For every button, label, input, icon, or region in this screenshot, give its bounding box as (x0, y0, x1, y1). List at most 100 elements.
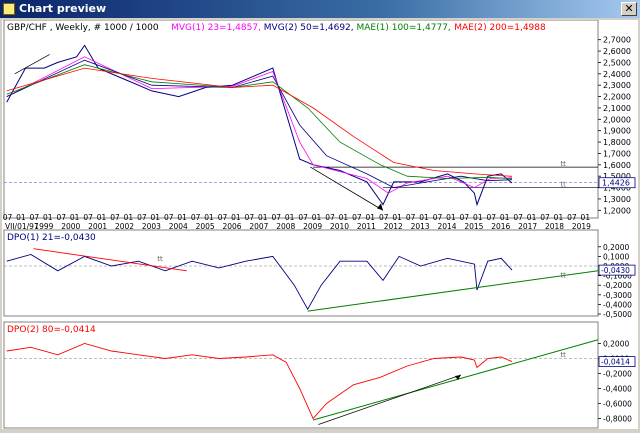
x-year-label: 2001 (88, 222, 107, 231)
x-year-label: 2006 (222, 222, 241, 231)
x-year-label: 2009 (303, 222, 322, 231)
dpo1-marker: tt (560, 272, 566, 280)
main-series-line (6, 64, 513, 180)
main-y-tick-label: 2,1000 (603, 104, 631, 113)
x-month-label: 07 (271, 213, 281, 222)
chart-area: GBP/CHF , Weekly, # 1000 / 1000 MVG(1) 23… (2, 19, 638, 429)
dpo2-header: DPO(2) 80=-0,0414 (7, 325, 96, 335)
main-plot-frame (3, 19, 599, 219)
main-price-label: 1,4426 (602, 179, 630, 188)
main-series-line (6, 67, 513, 177)
dpo2-y-tick-label: -0,6000 (603, 400, 632, 409)
main-trendline (14, 54, 50, 75)
main-series-line (6, 44, 513, 207)
x-month-label: 07 (460, 213, 470, 222)
x-month-label: 07 (567, 213, 577, 222)
dpo2-panel: DPO(2) 80=-0,04140,20000,0000-0,2000-0,4… (3, 321, 636, 429)
x-year-label: 2015 (464, 222, 483, 231)
x-year-label: 2003 (142, 222, 161, 231)
main-header-part: MVG(1) 23=1,4857, (171, 23, 261, 33)
main-y-tick-label: 2,5000 (603, 58, 631, 67)
main-y-tick-label: 1,7000 (603, 149, 631, 158)
main-y-tick-label: 1,6000 (603, 161, 631, 170)
dpo1-green-trendline (307, 270, 599, 312)
x-month-label: 07 (110, 213, 120, 222)
x-month-label: 07 (56, 213, 66, 222)
main-header-part: MAE(1) 100=1,4777, (357, 23, 451, 33)
x-month-label: 07 (540, 213, 550, 222)
x-month-label: 07 (245, 213, 255, 222)
x-month-label: 01 (204, 213, 214, 222)
x-month-label: 01 (419, 213, 429, 222)
dpo1-red-trendline (33, 248, 187, 272)
x-year-label: 2018 (545, 222, 564, 231)
x-month-label: 01 (366, 213, 376, 222)
chart-icon (3, 3, 15, 15)
dpo1-y-tick-label: -0,5000 (603, 310, 632, 319)
x-month-label: 07 (137, 213, 147, 222)
x-month-label: 01 (312, 213, 322, 222)
x-month-label: 07 (325, 213, 335, 222)
x-year-label: 2004 (169, 222, 188, 231)
x-month-label: 01 (70, 213, 80, 222)
main-series-line (6, 59, 513, 189)
close-icon[interactable]: ✕ (621, 2, 637, 16)
x-month-label: 01 (16, 213, 26, 222)
x-month-label: 01 (177, 213, 187, 222)
dpo1-series-line (6, 254, 513, 311)
dpo1-marker: tt (157, 255, 163, 263)
dpo2-y-tick-label: -0,2000 (603, 370, 632, 379)
x-year-label: 2007 (249, 222, 268, 231)
window-title: Chart preview (19, 2, 107, 15)
x-month-label: 01 (446, 213, 456, 222)
main-y-tick-label: 2,0000 (603, 115, 631, 124)
main-level-marker: tt (560, 181, 566, 189)
x-month-label: 07 (352, 213, 362, 222)
main-y-tick-label: 1,3000 (603, 195, 631, 204)
dpo1-y-tick-label: 0,1000 (603, 252, 629, 261)
x-month-label: 07 (191, 213, 201, 222)
x-year-label: 2013 (411, 222, 430, 231)
main-y-tick-label: 2,7000 (603, 36, 631, 45)
window-titlebar: Chart preview ✕ (0, 0, 640, 18)
dpo1-y-tick-label: 0,2000 (603, 243, 629, 252)
x-month-label: 01 (339, 213, 349, 222)
x-month-label: 01 (500, 213, 510, 222)
main-y-tick-label: 1,8000 (603, 138, 631, 147)
main-y-tick-label: 1,2000 (603, 206, 631, 215)
dpo2-marker: tt (560, 351, 566, 359)
x-month-label: 01 (285, 213, 295, 222)
x-month-label: 01 (527, 213, 537, 222)
chart-canvas: GBP/CHF , Weekly, # 1000 / 1000 MVG(1) 23… (3, 19, 636, 429)
dpo1-value-label: -0,0430 (601, 266, 630, 275)
x-month-label: 07 (3, 213, 13, 222)
x-year-label: 2016 (491, 222, 510, 231)
x-month-label: 01 (231, 213, 241, 222)
x-month-label: 01 (581, 213, 591, 222)
x-month-label: 01 (43, 213, 53, 222)
x-month-label: 07 (486, 213, 496, 222)
main-trendline-arrow (310, 166, 384, 211)
dpo1-y-tick-label: -0,4000 (603, 300, 632, 309)
dpo1-plot-frame (3, 229, 599, 317)
dpo2-y-tick-label: -0,4000 (603, 385, 632, 394)
dpo1-value-box (598, 264, 636, 276)
x-year-label: 2011 (357, 222, 376, 231)
x-year-label: 2014 (437, 222, 456, 231)
main-y-tick-label: 2,2000 (603, 93, 631, 102)
main-level-marker: tt (560, 160, 566, 168)
x-year-label: 2010 (330, 222, 349, 231)
x-month-label: 07 (433, 213, 443, 222)
x-year-label: 2000 (61, 222, 80, 231)
x-month-label: 07 (83, 213, 93, 222)
dpo1-y-tick-label: -0,1000 (603, 272, 632, 281)
x-year-label: 2005 (196, 222, 215, 231)
x-month-label: 07 (298, 213, 308, 222)
x-month-label: 01 (473, 213, 483, 222)
main-header-part: GBP/CHF , Weekly, # 1000 / 1000 (7, 23, 159, 33)
x-month-label: 01 (97, 213, 107, 222)
x-month-label: 07 (218, 213, 228, 222)
dpo1-y-tick-label: -0,2000 (603, 281, 632, 290)
x-month-label: 07 (164, 213, 174, 222)
dpo1-y-tick-label: -0,3000 (603, 291, 632, 300)
